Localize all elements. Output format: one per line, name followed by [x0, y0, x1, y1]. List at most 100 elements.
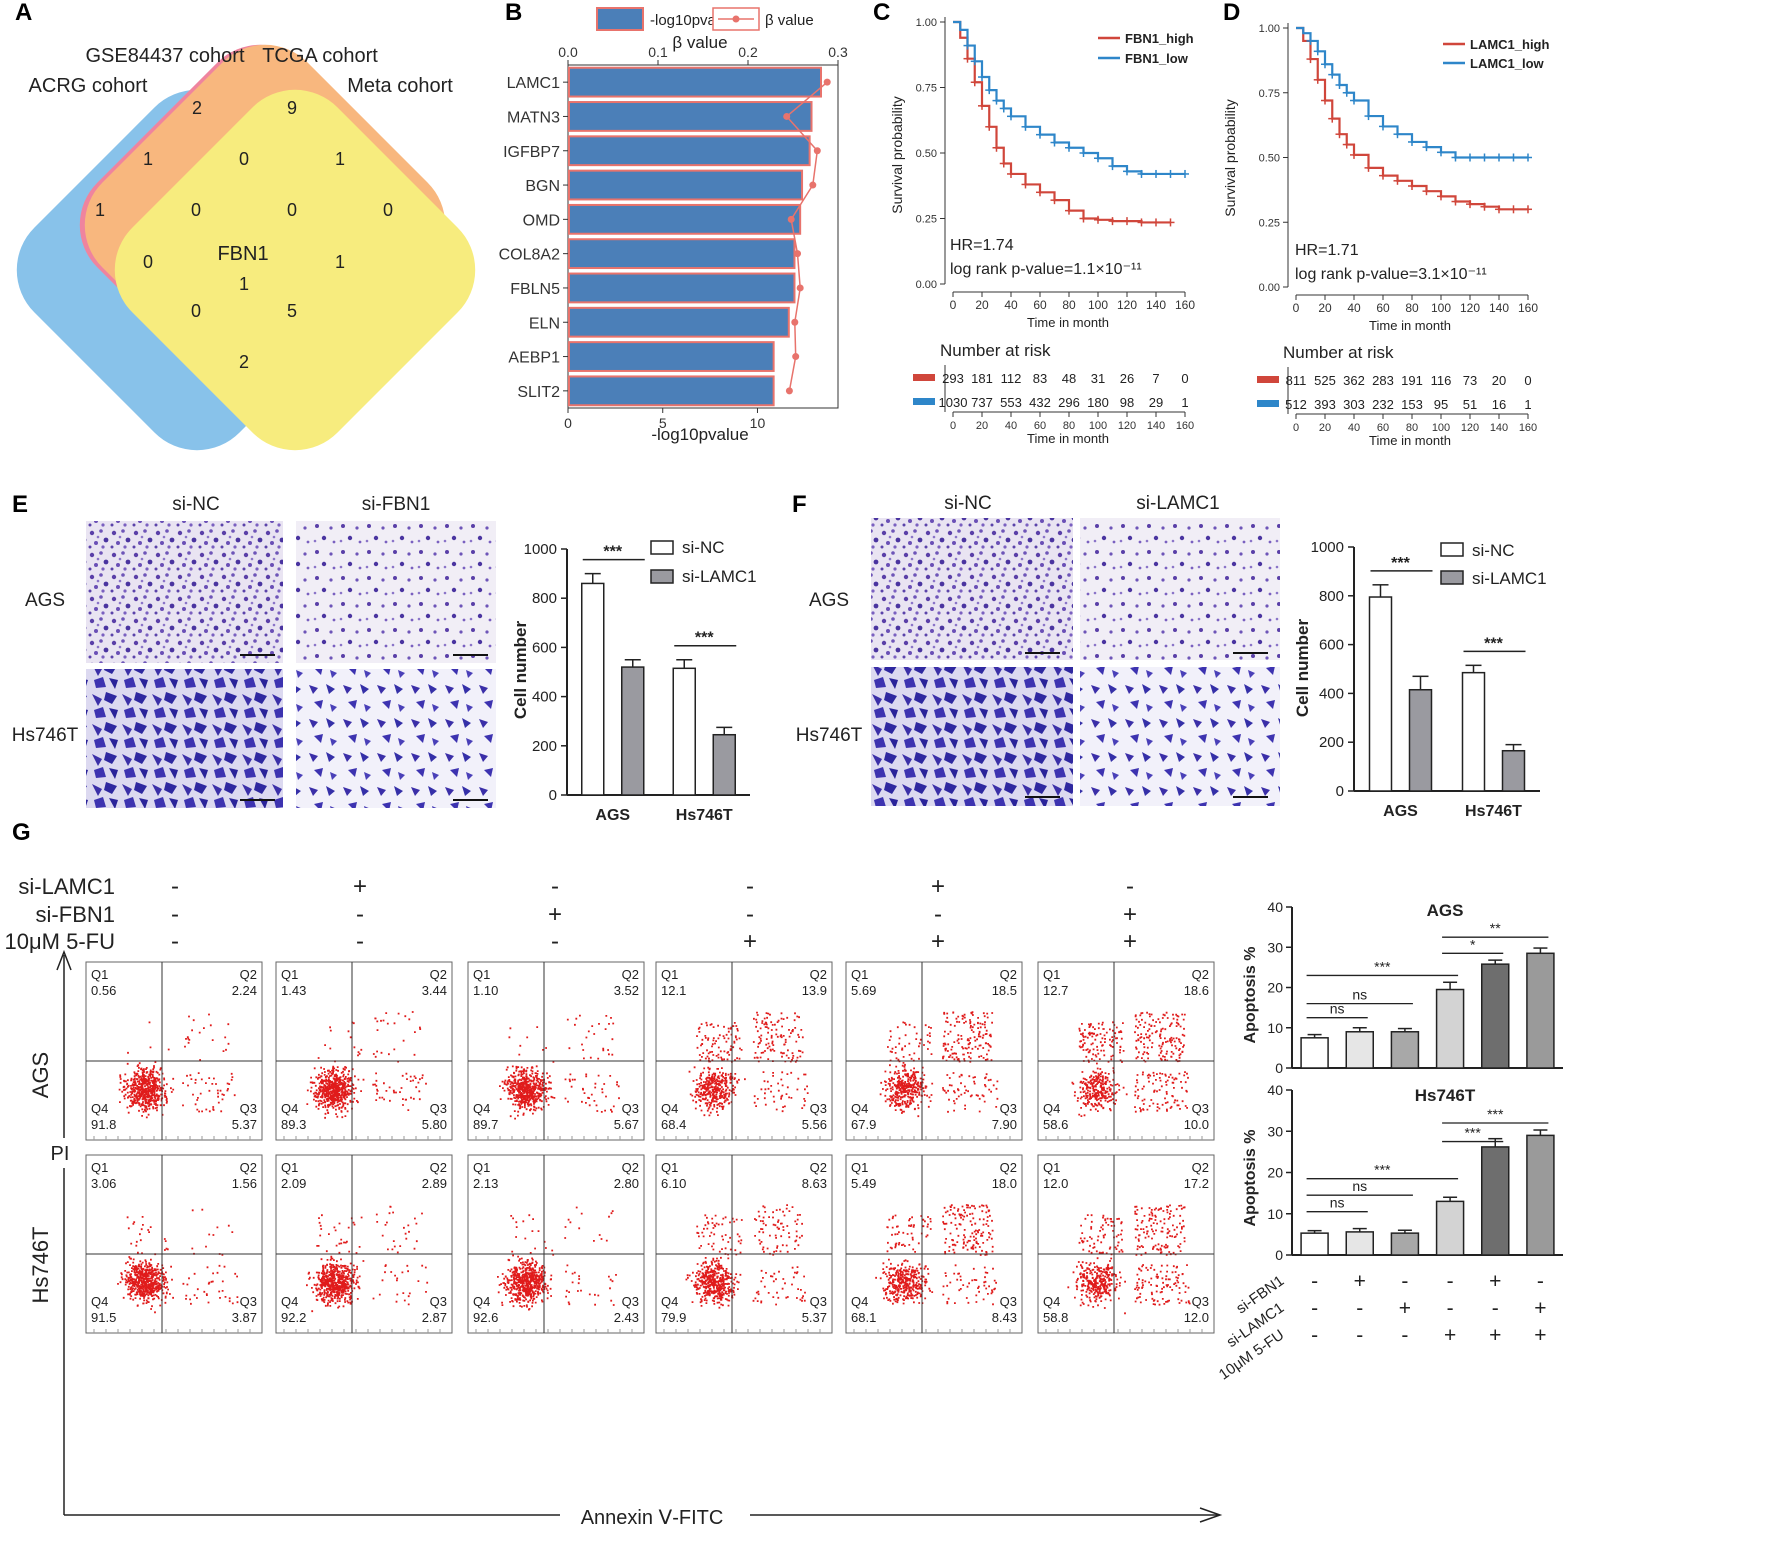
f-row-label: AGS [809, 590, 849, 611]
quadrant-value: 79.9 [661, 1310, 686, 1325]
chart-b-bottom-axis: 0 5 10 [564, 408, 765, 431]
bar [1300, 1037, 1329, 1069]
legend-label-high: LAMC1_high [1470, 37, 1550, 52]
beta-line [785, 81, 828, 391]
quadrant-label: Q4 [661, 1101, 678, 1116]
risk-high-count: 191 [1401, 373, 1423, 388]
risk-low-count: 512 [1285, 397, 1307, 412]
quadrant-value: 2.89 [422, 1176, 447, 1191]
condition-sign: - [1401, 1324, 1408, 1347]
venn-counts: 2 9 1 0 0 1 1 0 0 0 1 0 5 1 2 [95, 98, 393, 372]
tick-label: 0.75 [1259, 88, 1280, 100]
g-flow-plots: Q10.56Q22.24Q35.37Q491.8Q11.43Q23.44Q35.… [85, 961, 1215, 1334]
sig-label: ns [1330, 1001, 1345, 1017]
panel-label-f: F [792, 491, 807, 518]
category-label: AGS [1383, 803, 1418, 820]
condition-sign: - [1492, 1297, 1499, 1320]
risk-low-count: 51 [1463, 397, 1477, 412]
tick-label: 40 [1347, 301, 1361, 315]
quadrant-value: 58.8 [1043, 1310, 1068, 1325]
panel-g: G si-LAMC1- + - - + -si-FBN1- - + - - +10μM 5-FU - -… [5, 819, 1563, 1530]
tick-label: 140 [1489, 301, 1509, 315]
flow-events [118, 1013, 236, 1119]
bar [672, 667, 696, 796]
tick-label: 0.50 [1259, 153, 1280, 165]
g-row-label-hs746t: Hs746T [28, 1226, 53, 1303]
category-label: BGN [525, 178, 560, 195]
quadrant-value: 91.8 [91, 1117, 116, 1132]
tick-label: 60 [1034, 420, 1046, 432]
bar [1345, 1231, 1374, 1256]
tick-label: 200 [1319, 734, 1344, 751]
quadrant-label: Q2 [240, 967, 257, 982]
quadrant-label: Q4 [91, 1101, 108, 1116]
chart-f-ylabel: Cell number [1293, 619, 1312, 718]
annexin-label-bg [560, 1500, 750, 1530]
risk-low-count: 153 [1401, 397, 1423, 412]
bar [1368, 596, 1393, 792]
treatment-sign: - [746, 901, 754, 928]
flow-frame [467, 961, 645, 1141]
g-row-label-ags: AGS [28, 1052, 53, 1098]
venn-label-gse84437: GSE84437 cohort [86, 45, 245, 67]
quadrant-label: Q2 [430, 967, 447, 982]
bar [568, 203, 802, 235]
quadrant-label: Q2 [622, 967, 639, 982]
quadrant-label: Q2 [810, 967, 827, 982]
tick-label: 160 [1519, 422, 1537, 434]
pi-axis-label: PI [51, 1143, 70, 1165]
venn-count: 0 [287, 200, 297, 220]
chart-g-ags-ylabel: Apoptosis % [1242, 947, 1259, 1044]
bar [1390, 1031, 1420, 1069]
panel-b: B -log10pvalue β value β value 0.0 0.1 0.2… [499, 0, 848, 444]
sig-label: *** [1484, 635, 1503, 652]
chart-f-plot: 0 200 400 600 800 1000 *** AGS *** Hs746T [1311, 539, 1540, 820]
quadrant-value: 5.49 [851, 1176, 876, 1191]
legend-label-low: LAMC1_low [1470, 56, 1545, 71]
panel-label-e: E [12, 491, 28, 518]
bar [1408, 688, 1433, 792]
condition-sign: + [1444, 1324, 1456, 1347]
condition-sign: + [1399, 1297, 1411, 1320]
treatment-row-label: si-LAMC1 [18, 874, 115, 899]
beta-point [792, 353, 800, 361]
category-label: COL8A2 [499, 247, 560, 264]
chart-c-risk-title: Number at risk [940, 341, 1051, 360]
venn-count: 0 [143, 252, 153, 272]
e-col-label: si-FBN1 [362, 494, 431, 515]
quadrant-value: 5.56 [802, 1117, 827, 1132]
quadrant-label: Q3 [430, 1101, 447, 1116]
quadrant-value: 1.56 [232, 1176, 257, 1191]
quadrant-value: 5.80 [422, 1117, 447, 1132]
chart-e-legend: si-NC si-LAMC1 [650, 538, 757, 586]
tick-label: 80 [1062, 298, 1076, 312]
tick-label: 20 [976, 420, 988, 432]
quadrant-value: 67.9 [851, 1117, 876, 1132]
tick-label: 40 [1005, 420, 1017, 432]
risk-low-count: 180 [1087, 395, 1109, 410]
quadrant-label: Q3 [1000, 1294, 1017, 1309]
condition-sign: - [1356, 1324, 1363, 1347]
panel-label-g: G [12, 819, 31, 846]
tick-label: 1.00 [1259, 23, 1280, 35]
chart-b-xlabel: -log10pvalue [651, 425, 748, 444]
quadrant-label: Q4 [851, 1101, 868, 1116]
legend-swatch [650, 540, 674, 555]
quadrant-value: 2.80 [614, 1176, 639, 1191]
bar [1390, 1232, 1420, 1256]
tick-label: 0.25 [916, 214, 937, 226]
tick-label: 0 [1293, 422, 1299, 434]
quadrant-value: 58.6 [1043, 1117, 1068, 1132]
venn-count: 0 [239, 149, 249, 169]
quadrant-label: Q3 [1192, 1101, 1209, 1116]
treatment-sign: + [1123, 928, 1137, 955]
pi-axis-arrow [56, 949, 72, 971]
flow-events [875, 1204, 997, 1306]
tick-label: 120 [1460, 301, 1480, 315]
tick-label: 0.75 [916, 83, 937, 95]
risk-low-count: 29 [1149, 395, 1163, 410]
treatment-sign: + [1123, 901, 1137, 928]
tick-label: 100 [1432, 422, 1450, 434]
tick-label: 40 [1348, 422, 1360, 434]
